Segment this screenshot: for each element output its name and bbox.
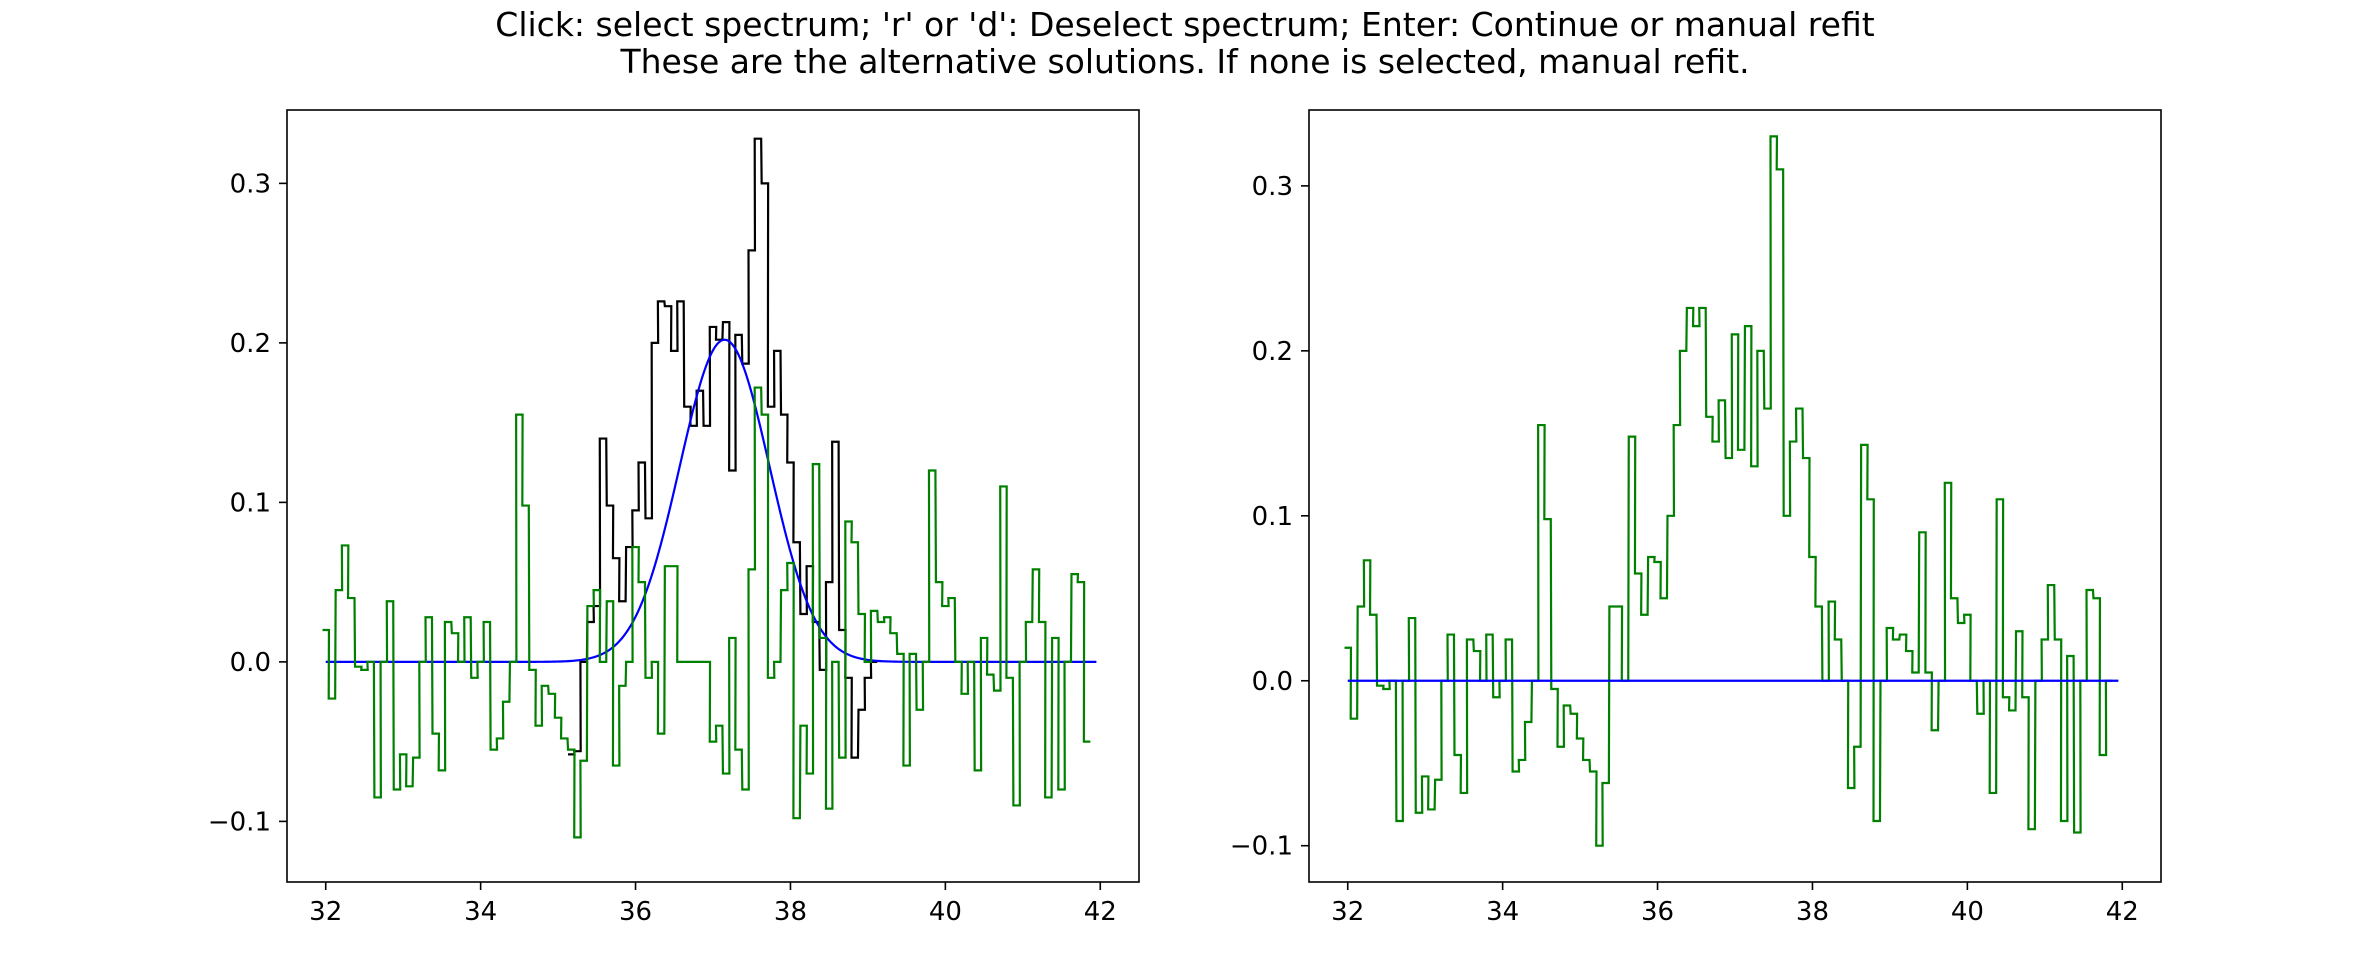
x-tick-label: 36 <box>619 897 652 927</box>
x-tick-label: 42 <box>2106 897 2139 927</box>
x-tick-label: 34 <box>464 897 497 927</box>
residual-series-line <box>322 386 1091 839</box>
x-tick-label: 42 <box>1084 897 1117 927</box>
x-tick-label: 40 <box>929 897 962 927</box>
y-tick-label: 0.1 <box>230 488 271 518</box>
y-tick-label: 0.0 <box>1252 667 1293 697</box>
x-tick-label: 32 <box>1331 897 1364 927</box>
figure-title-line-2: These are the alternative solutions. If … <box>619 42 1749 81</box>
x-tick-label: 38 <box>1796 897 1829 927</box>
figure-title-line-1: Click: select spectrum; 'r' or 'd': Dese… <box>495 5 1874 44</box>
axes-frame <box>1308 109 2162 883</box>
y-tick-label: −0.1 <box>208 807 271 837</box>
y-tick-label: 0.2 <box>1252 337 1293 367</box>
right-chart-panel[interactable]: 32 34 36 38 40 42 −0.1 0.0 0.1 0.2 0.3 <box>1230 109 2162 927</box>
residual-series-line <box>1344 135 2113 847</box>
axes-frame <box>286 109 1140 883</box>
x-tick-label: 34 <box>1486 897 1519 927</box>
plot-area <box>1344 135 2119 847</box>
y-tick-label: 0.1 <box>1252 502 1293 532</box>
left-chart-panel[interactable]: 32 34 36 38 40 42 −0.1 0.0 0.1 0.2 0.3 <box>208 109 1140 927</box>
x-tick-label: 38 <box>774 897 807 927</box>
fit-series-line <box>325 338 1097 663</box>
data-series-line <box>568 137 878 759</box>
x-tick-label: 40 <box>1951 897 1984 927</box>
y-tick-label: 0.3 <box>230 169 271 199</box>
y-tick-label: 0.0 <box>230 648 271 678</box>
x-tick-label: 36 <box>1641 897 1674 927</box>
y-tick-label: −0.1 <box>1230 832 1293 862</box>
x-tick-label: 32 <box>309 897 342 927</box>
plot-area <box>322 137 1097 839</box>
y-tick-label: 0.3 <box>1252 172 1293 202</box>
y-tick-label: 0.2 <box>230 329 271 359</box>
